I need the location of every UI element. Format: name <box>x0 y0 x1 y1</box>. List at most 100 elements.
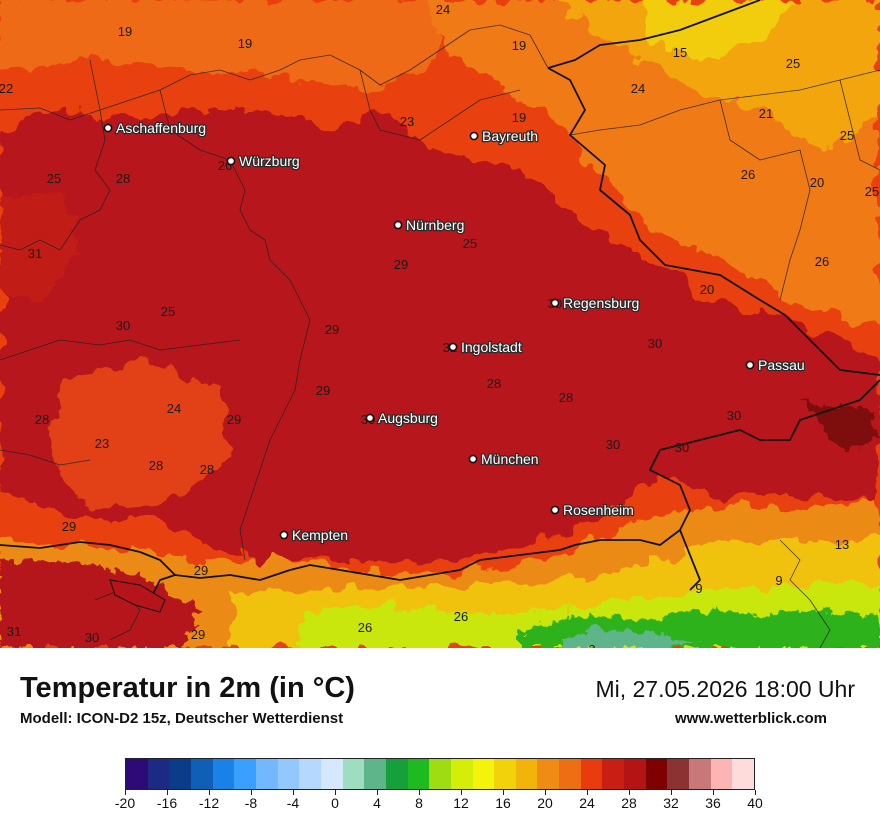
city-dot <box>469 131 479 141</box>
city-label: Augsburg <box>378 410 438 426</box>
temperature-value: 20 <box>810 175 824 190</box>
temperature-value: 25 <box>865 184 879 199</box>
temperature-value: 29 <box>316 383 330 398</box>
forecast-datetime: Mi, 27.05.2026 18:00 Uhr <box>595 676 855 702</box>
legend-tick: 36 <box>693 790 733 811</box>
city-marker: Bayreuth <box>469 127 539 145</box>
city-dot <box>393 220 403 230</box>
legend-swatch <box>624 759 646 789</box>
temperature-value: 3 <box>588 642 595 648</box>
legend-swatch <box>320 759 343 789</box>
map-footer: Temperatur in 2m (in °C) Modell: ICON-D2… <box>0 648 880 830</box>
legend-tick: 40 <box>735 790 775 811</box>
temperature-value: 26 <box>454 609 468 624</box>
temperature-value: 20 <box>700 282 714 297</box>
legend-tick: 12 <box>441 790 481 811</box>
city-dot <box>279 530 289 540</box>
city-dot <box>103 123 113 133</box>
city-marker: Aschaffenburg <box>103 119 207 137</box>
legend-tick-label: 28 <box>621 795 637 811</box>
temperature-value: 28 <box>559 390 573 405</box>
legend-tick-label: 12 <box>453 795 469 811</box>
city-dot <box>365 413 375 423</box>
website-link[interactable]: www.wetterblick.com <box>675 710 827 727</box>
temperature-value: 25 <box>161 304 175 319</box>
legend-swatch <box>364 759 386 789</box>
legend-tick-label: 4 <box>373 795 381 811</box>
temperature-value: 22 <box>0 81 13 96</box>
legend-tick-label: 20 <box>537 795 553 811</box>
legend-swatch <box>602 759 625 789</box>
field-sw-dark <box>0 560 200 648</box>
legend-tick: -4 <box>273 790 313 811</box>
field-ne-yellow <box>560 0 880 150</box>
temperature-value: 30 <box>727 408 741 423</box>
legend-tick: 4 <box>357 790 397 811</box>
field-north-orange <box>0 0 440 90</box>
city-label: Kempten <box>292 527 348 543</box>
temperature-value: 23 <box>400 114 414 129</box>
legend-tick-label: 40 <box>747 795 763 811</box>
temperature-value: 30 <box>116 318 130 333</box>
legend-tick-label: 8 <box>415 795 423 811</box>
temperature-map: 24 19 19 19 15 25 24 22 21 23 19 25 26 25 28 26 20 25 25 31… <box>0 0 880 648</box>
legend-tick: -16 <box>147 790 187 811</box>
temperature-value: 19 <box>512 38 526 53</box>
temperature-value: 28 <box>149 458 163 473</box>
legend-tick-label: 24 <box>579 795 595 811</box>
legend-swatch <box>342 759 365 789</box>
temperature-value: 28 <box>200 462 214 477</box>
city-markers: Aschaffenburg Würzburg Bayreuth Nürnberg Reg… <box>103 119 806 544</box>
city-label: Bayreuth <box>482 128 538 144</box>
temperature-value: 13 <box>835 537 849 552</box>
legend-tick: 32 <box>651 790 691 811</box>
legend-swatch <box>190 759 213 789</box>
legend-swatch <box>710 759 733 789</box>
temperature-value: 25 <box>47 171 61 186</box>
model-info: Modell: ICON-D2 15z, Deutscher Wetterdie… <box>20 710 344 727</box>
legend-tick: 20 <box>525 790 565 811</box>
temperature-value: 30 <box>606 437 620 452</box>
temperature-value: 31 <box>28 246 42 261</box>
legend-swatch <box>212 759 235 789</box>
district-lines <box>0 24 880 648</box>
legend-swatch <box>255 759 278 789</box>
temperature-value: 29 <box>325 322 339 337</box>
temperature-value: 23 <box>95 436 109 451</box>
temperature-value: 29 <box>194 563 208 578</box>
city-label: Nürnberg <box>406 217 464 233</box>
city-marker: Kempten <box>279 526 349 544</box>
legend-tick-label: -20 <box>114 795 136 811</box>
city-label: Regensburg <box>563 295 639 311</box>
legend-swatch <box>385 759 408 789</box>
legend-tick: 28 <box>609 790 649 811</box>
temperature-value: 26 <box>815 254 829 269</box>
legend-tick: 0 <box>315 790 355 811</box>
city-dot <box>468 454 478 464</box>
temperature-value: 19 <box>118 24 132 39</box>
legend-swatch <box>407 759 430 789</box>
temperature-value: 28 <box>487 376 501 391</box>
legend-tick-label: 16 <box>495 795 511 811</box>
city-marker: Regensburg <box>550 294 641 312</box>
temperature-value: 19 <box>238 36 252 51</box>
temperature-value: 25 <box>786 56 800 71</box>
lake-bodensee <box>109 579 166 613</box>
legend-swatch <box>580 759 603 789</box>
city-dot <box>226 156 236 166</box>
city-label: München <box>481 451 539 467</box>
legend-swatch <box>169 759 191 789</box>
legend-tick: 16 <box>483 790 523 811</box>
temperature-value: 26 <box>358 620 372 635</box>
legend-swatch <box>494 759 516 789</box>
temperature-value: 29 <box>191 627 205 642</box>
field-ne-light <box>640 0 800 60</box>
city-marker: Rosenheim <box>550 501 635 519</box>
legend-tick: -12 <box>189 790 229 811</box>
temperature-value: 31 <box>7 624 21 639</box>
legend-swatch <box>645 759 668 789</box>
legend-tick-label: -8 <box>244 795 258 811</box>
temperature-value: 29 <box>394 257 408 272</box>
temperature-value: 19 <box>512 110 526 125</box>
